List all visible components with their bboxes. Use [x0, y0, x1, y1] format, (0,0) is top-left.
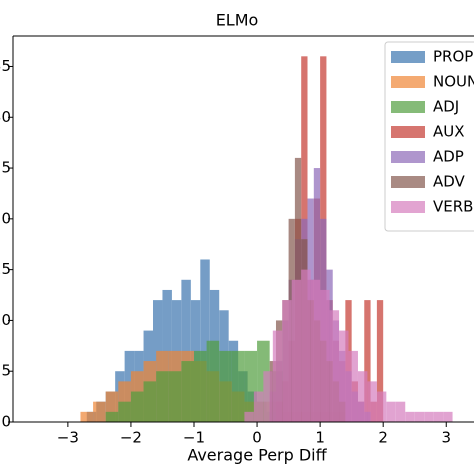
histogram-bar [168, 371, 182, 422]
histogram-bar [193, 350, 207, 422]
legend-swatch [391, 51, 425, 63]
legend-swatch [391, 76, 425, 88]
histogram-bar [329, 310, 340, 422]
x-tick-label: 2 [378, 429, 388, 447]
histogram-bar [414, 411, 425, 422]
x-axis-label: Average Perp Diff [187, 446, 327, 465]
histogram-bar [231, 350, 245, 422]
histogram-bar [181, 279, 191, 422]
histogram-bar [376, 300, 384, 422]
histogram-bar [272, 330, 283, 422]
histogram-bar [143, 381, 157, 422]
histogram-bar [206, 340, 220, 422]
histogram-bar [80, 411, 94, 422]
histogram-bar [348, 350, 358, 422]
x-tick-label: −3 [57, 429, 79, 447]
legend-swatch [391, 101, 425, 113]
histogram-bar [386, 401, 396, 422]
y-tick-label: 20 [0, 209, 11, 227]
legend-label: VERB [433, 198, 473, 216]
legend-swatch [391, 201, 425, 213]
histogram-bar [364, 300, 371, 422]
histogram-bar [310, 279, 321, 422]
x-tick-label: 1 [315, 429, 325, 447]
legend-swatch [391, 176, 425, 188]
histogram-bar [253, 391, 264, 422]
histogram-bar [244, 411, 254, 422]
y-tick-label: 5 [1, 362, 11, 380]
histogram-bar [130, 391, 144, 422]
histogram-bar [395, 401, 406, 422]
histogram-bar [443, 411, 453, 422]
histogram-bar [156, 371, 169, 422]
histogram-bar [376, 391, 387, 422]
x-tick-label: 0 [252, 429, 262, 447]
histogram-bar [433, 411, 444, 422]
y-tick-label: 25 [0, 159, 11, 177]
histogram-bar [367, 381, 377, 422]
legend-swatch [391, 151, 425, 163]
histogram-bar [118, 401, 131, 422]
legend-label: ADJ [433, 98, 459, 116]
histogram-bar [301, 269, 311, 422]
y-tick-label: 15 [0, 260, 11, 278]
y-tick-label: 0 [1, 413, 11, 431]
histogram-bar [105, 411, 119, 422]
histogram-bar [339, 330, 349, 422]
y-tick-label: 30 [0, 108, 11, 126]
histogram-bar [200, 259, 210, 422]
histogram-bar [181, 361, 194, 422]
x-tick-label: 3 [441, 429, 451, 447]
legend-label: ADP [433, 148, 464, 166]
legend-swatch [391, 126, 425, 138]
histogram-bar [219, 350, 232, 422]
histogram-bar [320, 289, 330, 422]
histogram-bar [282, 300, 292, 422]
histogram-bar [263, 371, 273, 422]
histogram-bar [424, 411, 434, 422]
x-tick-label: −2 [120, 429, 142, 447]
histogram-bar [291, 279, 302, 422]
histogram-bar [357, 371, 368, 422]
legend-label: NOUN [433, 73, 474, 91]
legend-label: ADV [433, 173, 466, 191]
legend-label: AUX [433, 123, 465, 141]
histogram-bar [405, 411, 415, 422]
y-tick-label: 35 [0, 57, 11, 75]
y-tick-label: 10 [0, 311, 11, 329]
chart-title: ELMo [216, 11, 259, 30]
x-tick-label: −1 [183, 429, 205, 447]
histogram-bar [93, 401, 106, 422]
series [244, 269, 453, 422]
